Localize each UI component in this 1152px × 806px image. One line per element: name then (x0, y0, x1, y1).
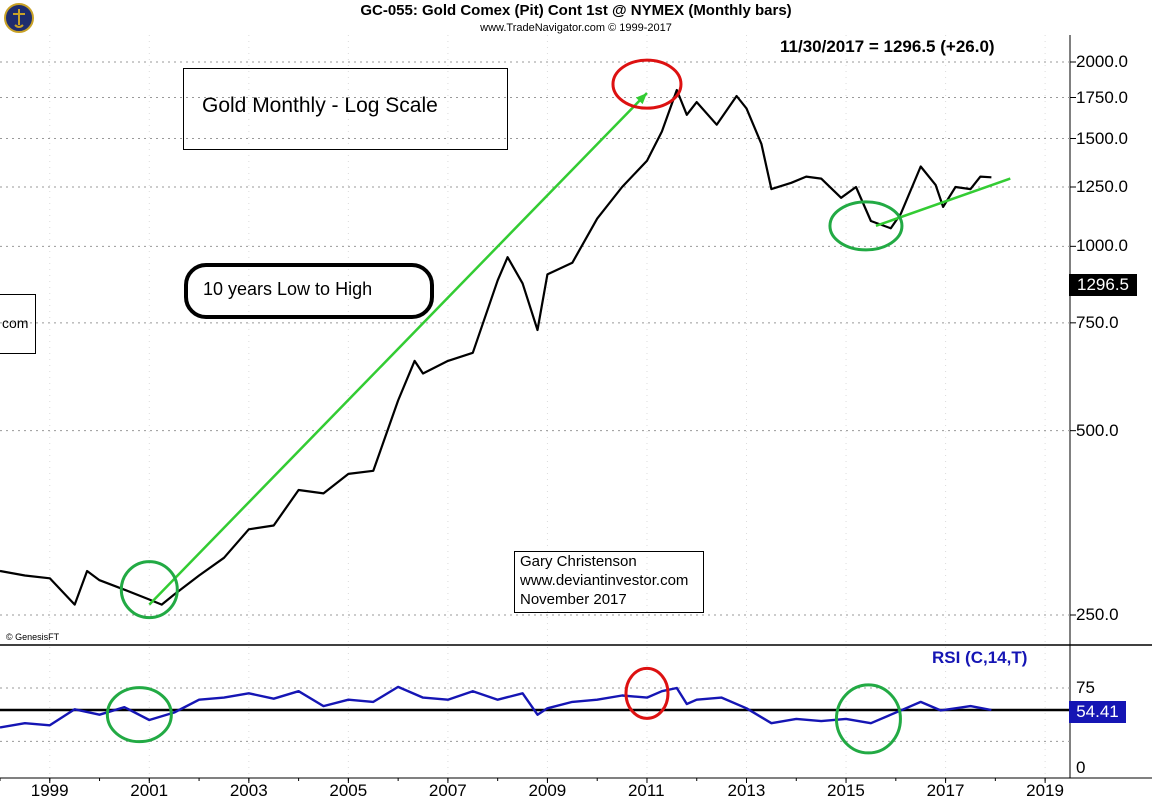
grid-lines (0, 35, 1152, 783)
chart-title: GC-055: Gold Comex (Pit) Cont 1st @ NYME… (360, 2, 792, 19)
price-tick-label: 1000.0 (1076, 236, 1128, 256)
copyright-text: © GenesisFT (6, 632, 60, 642)
gold-price-line (0, 88, 992, 606)
credit-author: Gary Christenson (520, 553, 637, 570)
x-tick-label: 2001 (130, 781, 169, 800)
price-tick-label: 500.0 (1076, 420, 1119, 440)
recent-low-highlight-circle (828, 200, 904, 252)
title-annotation-box (183, 68, 508, 150)
title-annotation: Gold Monthly - Log Scale (202, 94, 438, 117)
rsi-line (0, 685, 992, 729)
rsi-tick-label: 75 (1076, 678, 1095, 697)
credit-box (514, 551, 704, 613)
x-tick-label: 2007 (428, 781, 467, 800)
x-tick-label: 2015 (827, 781, 865, 800)
x-tick-label: 2009 (528, 781, 567, 800)
price-tick-label: 250.0 (1076, 605, 1119, 624)
x-tick-label: 2013 (727, 781, 766, 800)
rsi-recent-highlight-circle (834, 683, 902, 755)
price-tick-label: 1750.0 (1076, 87, 1128, 107)
x-tick-label: 2017 (926, 781, 965, 800)
rsi-peak-highlight-circle (624, 666, 670, 720)
price-tick-label: 1250.0 (1076, 176, 1128, 196)
last-price-badge: 1296.5 (1069, 274, 1137, 296)
trend-arrow-line (148, 92, 648, 606)
peak-highlight-circle (611, 58, 683, 110)
series-layer (0, 88, 1070, 729)
side-text: com (2, 315, 29, 331)
rsi-value-badge: 54.41 (1069, 701, 1126, 723)
price-tick-label: 750.0 (1076, 312, 1119, 332)
credit-date: November 2017 (520, 591, 627, 608)
rsi-low-highlight-circle (105, 686, 173, 744)
support-trend-line (875, 177, 1011, 228)
trade-navigator-logo (4, 3, 34, 33)
credit-website: www.deviantinvestor.com (520, 572, 689, 589)
side-box (0, 294, 36, 354)
x-tick-label: 2011 (627, 781, 665, 800)
range-label: 10 years Low to High (203, 279, 373, 299)
overlay-shapes (105, 58, 1011, 755)
price-tick-label: 1500.0 (1076, 128, 1128, 148)
x-tick-label: 2003 (229, 781, 268, 800)
price-tick-label: 2000.0 (1076, 52, 1128, 71)
low-highlight-circle (119, 560, 179, 620)
x-tick-label: 2019 (1026, 781, 1064, 800)
range-label-pill (184, 263, 434, 319)
rsi-tick-label: 0 (1076, 758, 1086, 777)
rsi-title: RSI (C,14,T) (932, 648, 1028, 667)
chart-subtitle: www.TradeNavigator.com © 1999-2017 (480, 22, 672, 34)
x-tick-label: 1999 (30, 781, 69, 800)
last-quote: 11/30/2017 = 1296.5 (+26.0) (780, 37, 995, 56)
x-tick-label: 2005 (329, 781, 368, 800)
trend-arrow-head (635, 92, 647, 105)
